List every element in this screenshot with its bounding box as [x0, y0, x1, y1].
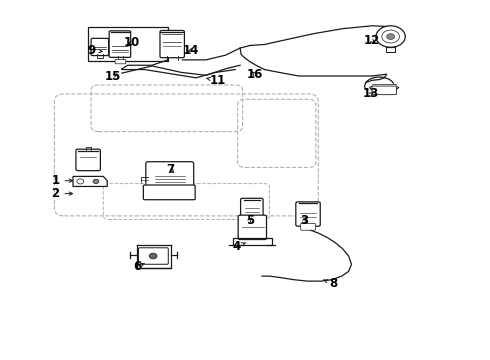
Text: 14: 14 [183, 44, 199, 57]
Text: 3: 3 [300, 214, 309, 227]
Polygon shape [73, 176, 107, 186]
Circle shape [93, 179, 99, 184]
Text: 16: 16 [246, 68, 263, 81]
Text: 7: 7 [167, 163, 175, 176]
Text: 5: 5 [246, 214, 254, 227]
FancyBboxPatch shape [372, 86, 396, 95]
FancyBboxPatch shape [241, 198, 263, 219]
FancyBboxPatch shape [296, 202, 320, 226]
FancyBboxPatch shape [91, 39, 109, 55]
Circle shape [376, 26, 405, 47]
Text: 13: 13 [363, 87, 379, 100]
Text: 2: 2 [51, 187, 73, 200]
Text: 6: 6 [133, 260, 145, 273]
Text: 12: 12 [364, 34, 380, 48]
Text: 4: 4 [232, 240, 245, 253]
FancyBboxPatch shape [109, 31, 131, 57]
Bar [88, 27, 168, 61]
FancyBboxPatch shape [301, 224, 316, 230]
Text: 1: 1 [51, 174, 73, 187]
Text: 8: 8 [323, 277, 337, 290]
Circle shape [77, 179, 84, 184]
FancyBboxPatch shape [139, 248, 168, 264]
Circle shape [387, 34, 394, 40]
FancyBboxPatch shape [115, 59, 126, 64]
Circle shape [149, 253, 157, 259]
FancyBboxPatch shape [144, 185, 195, 200]
Text: 15: 15 [105, 69, 121, 82]
Text: 10: 10 [123, 36, 140, 49]
Text: 9: 9 [87, 44, 102, 57]
FancyBboxPatch shape [146, 162, 194, 190]
Circle shape [382, 30, 399, 43]
FancyBboxPatch shape [160, 31, 184, 58]
FancyBboxPatch shape [238, 215, 267, 239]
FancyBboxPatch shape [76, 149, 100, 171]
Text: 11: 11 [207, 74, 226, 87]
